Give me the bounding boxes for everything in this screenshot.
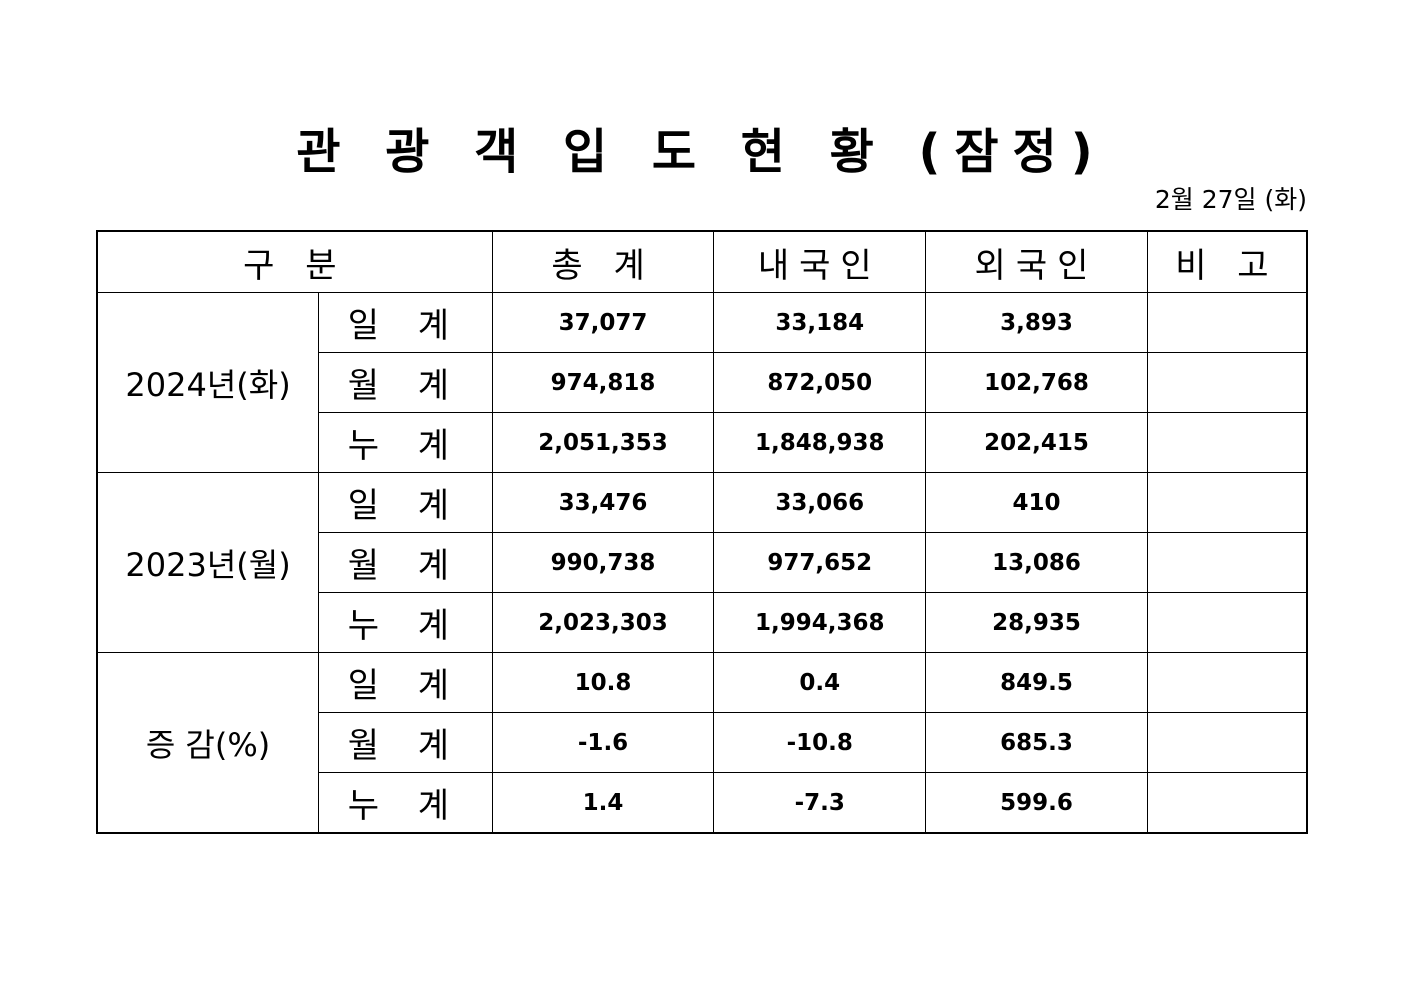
table-row: 월 계 990,738 977,652 13,086	[97, 532, 1308, 593]
value-cell: 37,077	[491, 292, 715, 353]
report-date: 2월 27일 (화)	[1154, 185, 1307, 214]
value-cell: 13,086	[925, 532, 1148, 593]
value-cell	[1146, 412, 1308, 473]
value-cell: 974,818	[491, 352, 715, 413]
row-label: 월 계	[318, 712, 493, 773]
value-cell	[1146, 652, 1308, 713]
value-cell: 599.6	[925, 772, 1148, 834]
value-cell: 33,066	[713, 472, 927, 533]
value-cell	[1146, 712, 1308, 773]
table-row: 2024년(화) 일 계 37,077 33,184 3,893	[96, 292, 1308, 473]
row-label: 월 계	[318, 532, 493, 593]
row-label: 누 계	[318, 412, 493, 473]
group-label: 2023년(월)	[96, 472, 320, 653]
value-cell: 28,935	[925, 592, 1148, 653]
value-cell: 102,768	[925, 352, 1148, 413]
table-row: 누 계 2,051,353 1,848,938 202,415	[97, 412, 1308, 473]
value-cell: 10.8	[491, 652, 715, 713]
page-title: 관 광 객 입 도 현 황 (잠정)	[296, 124, 1107, 180]
value-cell	[1146, 352, 1308, 413]
value-cell: 202,415	[925, 412, 1148, 473]
value-cell: 410	[925, 472, 1148, 533]
value-cell	[1146, 592, 1308, 653]
row-label: 일 계	[318, 652, 493, 713]
value-cell: 2,023,303	[491, 592, 715, 653]
table-row: 월 계 -1.6 -10.8 685.3	[97, 712, 1308, 773]
value-cell: 2,051,353	[491, 412, 715, 473]
header-cell: 구 분	[96, 230, 493, 293]
value-cell: 1,848,938	[713, 412, 927, 473]
value-cell: -1.6	[491, 712, 715, 773]
table-row: 누 계 1.4 -7.3 599.6	[97, 772, 1308, 834]
value-cell: 1,994,368	[713, 592, 927, 653]
value-cell: 1.4	[491, 772, 715, 834]
value-cell: 990,738	[491, 532, 715, 593]
value-cell: -10.8	[713, 712, 927, 773]
value-cell	[1146, 472, 1308, 533]
value-cell: 33,476	[491, 472, 715, 533]
value-cell: 0.4	[713, 652, 927, 713]
value-cell: 977,652	[713, 532, 927, 593]
header-cell: 내국인	[713, 230, 927, 293]
value-cell: -7.3	[713, 772, 927, 834]
row-label: 일 계	[318, 292, 493, 353]
group-label: 증 감(%)	[96, 652, 320, 834]
group-label: 2024년(화)	[96, 292, 320, 473]
value-cell	[1146, 532, 1308, 593]
value-cell: 849.5	[925, 652, 1148, 713]
value-cell: 685.3	[925, 712, 1148, 773]
row-label: 월 계	[318, 352, 493, 413]
value-cell: 872,050	[713, 352, 927, 413]
row-label: 일 계	[318, 472, 493, 533]
row-label: 누 계	[318, 592, 493, 653]
value-cell: 3,893	[925, 292, 1148, 353]
value-cell	[1146, 292, 1308, 353]
table-row: 증 감(%) 일 계 10.8 0.4 849.5	[96, 652, 1308, 834]
header-cell: 총 계	[491, 230, 715, 293]
value-cell: 33,184	[713, 292, 927, 353]
header-cell: 외국인	[925, 230, 1148, 293]
row-label: 누 계	[318, 772, 493, 834]
table-row: 2023년(월) 일 계 33,476 33,066 410	[96, 472, 1308, 653]
value-cell	[1146, 772, 1308, 834]
table-row: 누 계 2,023,303 1,994,368 28,935	[97, 592, 1308, 653]
header-cell: 비 고	[1146, 230, 1308, 293]
